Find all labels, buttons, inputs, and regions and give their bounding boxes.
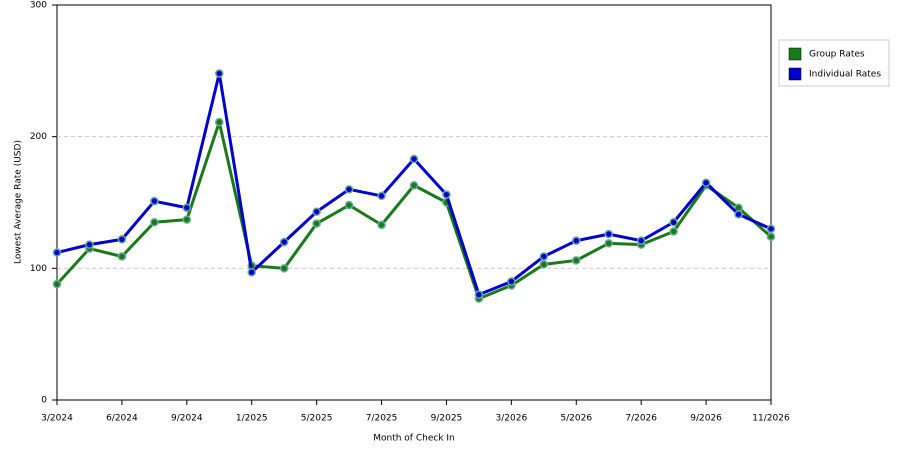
data-point	[52, 279, 62, 289]
legend-label: Group Rates	[809, 50, 865, 60]
y-tick-label: 200	[30, 132, 47, 142]
data-point	[150, 218, 159, 227]
series-line	[55, 120, 772, 301]
data-point	[734, 210, 743, 219]
data-point	[636, 236, 646, 245]
x-tick-label: 3/2024	[41, 414, 73, 424]
y-axis-title: Lowest Average Rate (USD)	[14, 140, 24, 264]
y-tick-label: 300	[30, 1, 47, 11]
data-point	[85, 240, 94, 249]
x-tick-label: 1/2025	[236, 414, 268, 424]
data-point	[701, 178, 711, 187]
data-point	[442, 190, 451, 199]
data-point	[604, 239, 613, 248]
data-point	[572, 236, 581, 245]
data-point	[409, 181, 419, 190]
x-tick-label: 9/2024	[171, 414, 203, 424]
data-point	[215, 117, 224, 127]
x-tick-label: 11/2026	[752, 414, 790, 424]
data-point	[766, 224, 776, 234]
data-point	[182, 203, 192, 213]
x-axis-title: Month of Check In	[373, 434, 455, 444]
data-point	[474, 290, 484, 299]
data-point	[117, 252, 127, 261]
data-point	[669, 218, 678, 227]
data-point	[150, 196, 159, 206]
data-point	[377, 220, 386, 230]
data-point	[344, 200, 354, 210]
data-point	[766, 232, 776, 241]
legend-label: Individual Rates	[809, 70, 881, 80]
data-point	[215, 69, 224, 78]
plot-frame	[56, 4, 772, 401]
data-point	[539, 252, 549, 261]
data-point	[312, 207, 321, 216]
legend-swatch	[788, 47, 802, 61]
x-tick-label: 5/2026	[560, 414, 592, 424]
data-point	[669, 227, 678, 236]
x-tick-label: 9/2026	[690, 414, 722, 424]
data-point	[52, 248, 62, 257]
data-point	[344, 185, 354, 194]
data-point	[117, 235, 127, 244]
data-point	[279, 264, 289, 273]
data-point	[279, 237, 289, 247]
x-tick-label: 3/2026	[496, 414, 528, 424]
data-point	[604, 229, 613, 239]
x-tick-label: 5/2025	[301, 414, 333, 424]
data-point	[377, 191, 386, 201]
legend-swatch	[788, 67, 802, 81]
x-tick-label: 7/2025	[366, 414, 398, 424]
x-tick-label: 9/2025	[431, 414, 463, 424]
data-point	[182, 215, 192, 224]
x-tick-label: 6/2024	[106, 414, 138, 424]
data-point	[247, 268, 256, 277]
data-point	[539, 260, 549, 269]
data-point	[572, 256, 581, 265]
data-point	[507, 277, 516, 286]
y-tick-label: 0	[41, 396, 47, 406]
x-tick-label: 7/2026	[625, 414, 657, 424]
data-point	[409, 154, 419, 164]
data-point	[312, 219, 321, 228]
y-tick-label: 100	[30, 264, 47, 274]
